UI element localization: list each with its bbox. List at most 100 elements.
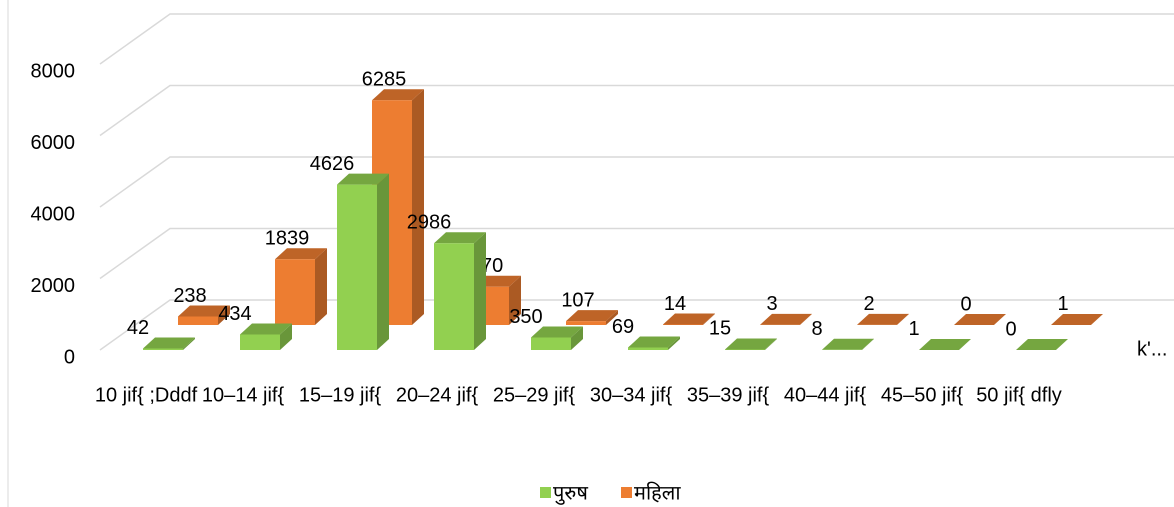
- bar-face: [337, 173, 389, 185]
- y-tick-label: 0: [64, 346, 75, 368]
- legend-label: महिला: [634, 481, 681, 504]
- bar: [822, 338, 874, 350]
- x-tick-label: 45–50 jif{: [881, 384, 964, 406]
- y-tick-label: 8000: [31, 60, 76, 82]
- bar-face: [315, 248, 327, 325]
- bar-face: [566, 321, 606, 325]
- x-tick-label: 25–29 jif{: [493, 384, 576, 406]
- bar: [1051, 313, 1103, 325]
- bar: [337, 173, 389, 350]
- bar-face: [178, 305, 230, 317]
- bar-face: [275, 259, 315, 325]
- bar-face: [668, 336, 680, 350]
- bar: [434, 232, 486, 350]
- bar: [919, 338, 971, 350]
- grid-line: [99, 156, 1174, 208]
- depth-label: k'...: [1137, 338, 1168, 360]
- y-tick-label: 6000: [31, 132, 76, 154]
- value-label: 4626: [310, 153, 355, 175]
- value-label: 15: [709, 318, 731, 340]
- value-label: 1839: [265, 228, 310, 250]
- value-label: 69: [612, 316, 634, 338]
- value-label: 8: [811, 318, 822, 340]
- bar-face: [862, 338, 874, 350]
- x-tick-label: 10 jif{ ;Dddf: [95, 384, 198, 406]
- bar-face: [509, 275, 521, 325]
- bar-face: [765, 338, 777, 350]
- value-label: 238: [173, 285, 206, 307]
- bar-face: [178, 316, 218, 325]
- bar-face: [377, 173, 389, 350]
- x-tick-label: 30–34 jif{: [590, 384, 673, 406]
- legend-swatch: [540, 487, 551, 498]
- bar-face: [412, 89, 424, 325]
- grid-line: [99, 227, 1174, 280]
- bar: [954, 314, 1006, 325]
- bar: [663, 313, 715, 325]
- bar-face: [434, 232, 486, 244]
- bar-face: [725, 349, 765, 350]
- x-tick-label: 35–39 jif{: [687, 384, 770, 406]
- bar-face: [822, 338, 874, 350]
- value-label: 1: [908, 318, 919, 340]
- bar-face: [143, 337, 195, 349]
- bar-face: [1051, 313, 1103, 325]
- x-tick-label: 20–24 jif{: [396, 384, 479, 406]
- x-tick-label: 50 jif{ dfly: [976, 384, 1062, 406]
- bar-face: [663, 313, 715, 325]
- bar-face: [703, 313, 715, 325]
- bar-face: [954, 314, 1006, 325]
- bar: [760, 313, 812, 325]
- bar-face: [857, 313, 909, 325]
- bar-face: [183, 337, 195, 350]
- bar: [178, 305, 230, 325]
- y-tick-label: 2000: [31, 275, 76, 297]
- bar: [1016, 339, 1068, 350]
- bar-face: [919, 338, 971, 350]
- bar-face: [571, 326, 583, 350]
- legend-label: पुरुष: [553, 482, 588, 505]
- grid-line: [99, 84, 1174, 137]
- value-label: 107: [561, 289, 594, 311]
- bar-face: [1091, 313, 1103, 325]
- value-label: 1: [1057, 293, 1068, 315]
- bar-face: [531, 326, 583, 338]
- bar-face: [1016, 339, 1068, 350]
- bar-face: [897, 313, 909, 325]
- legend-swatch: [621, 487, 632, 498]
- bar-face: [628, 336, 680, 348]
- bar-face: [663, 324, 703, 325]
- bar-face: [218, 305, 230, 325]
- bar-face: [337, 184, 377, 350]
- bar: [857, 313, 909, 325]
- bar: [143, 337, 195, 350]
- x-tick-label: 40–44 jif{: [784, 384, 867, 406]
- value-label: 0: [960, 293, 971, 315]
- bar: [275, 248, 327, 325]
- bar-face: [606, 310, 618, 325]
- y-tick-label: 4000: [31, 203, 76, 225]
- x-tick-label: 10–14 jif{: [202, 384, 285, 406]
- value-label: 2: [863, 293, 874, 315]
- value-label: 2986: [407, 212, 452, 234]
- grid-line: [99, 13, 1174, 65]
- value-label: 350: [509, 306, 542, 328]
- value-label: 14: [664, 293, 686, 315]
- bar-face: [275, 248, 327, 260]
- bar-face: [143, 348, 183, 350]
- value-label: 6285: [362, 69, 407, 91]
- bar-face: [531, 337, 571, 350]
- bar-face: [725, 338, 777, 350]
- bar-face: [760, 313, 812, 325]
- value-label: 42: [127, 317, 149, 339]
- bar: [725, 338, 777, 350]
- value-label: 3: [766, 293, 777, 315]
- value-label: 434: [218, 303, 251, 325]
- bar-face: [628, 347, 668, 350]
- grid-line: [99, 299, 1174, 351]
- bar-face: [566, 310, 618, 322]
- bar-face: [372, 89, 424, 101]
- value-label: 0: [1005, 318, 1016, 340]
- bar: [531, 326, 583, 350]
